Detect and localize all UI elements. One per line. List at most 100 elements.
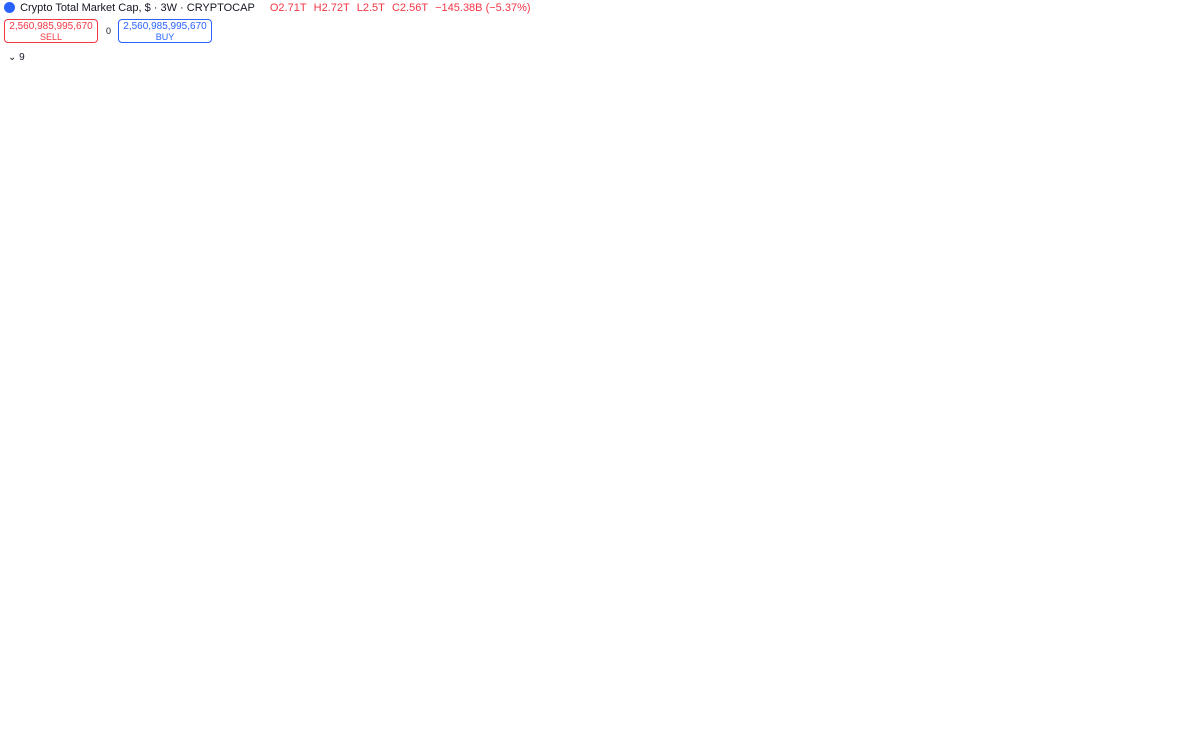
x-tick-label: Sep xyxy=(1113,718,1131,729)
price-marker-label: 2.56T xyxy=(1166,340,1192,351)
candle-body xyxy=(450,361,463,365)
y-tick-label: 585B xyxy=(1168,642,1192,653)
y-tick-label: 735B xyxy=(1168,595,1192,606)
candle-body xyxy=(1021,332,1033,346)
candle-body xyxy=(435,350,448,364)
x-tick-label: May xyxy=(466,718,485,729)
symbol[interactable]: Crypto Total Market Cap, $ · 3W · CRYPTO… xyxy=(20,2,255,14)
candle-body xyxy=(944,318,956,374)
candle-body xyxy=(651,283,664,288)
event-flag[interactable] xyxy=(1019,695,1035,711)
candle-body xyxy=(189,507,201,512)
candle-body xyxy=(759,289,771,310)
tradingview-logo xyxy=(6,690,27,702)
candle-body xyxy=(65,576,78,593)
x-tick-label: Jul xyxy=(1069,718,1082,729)
y-tick-label: 935B xyxy=(1168,546,1192,557)
plot-background xyxy=(0,0,1160,712)
candle-body xyxy=(111,532,124,539)
candle-body xyxy=(774,260,787,310)
sell-label: SELL xyxy=(39,32,63,42)
candle-body xyxy=(805,253,818,261)
sell-price: 2,560,985,995,670 xyxy=(9,21,93,32)
candles xyxy=(4,236,1033,596)
indicators-toggle[interactable]: ⌄ 9 xyxy=(8,52,25,63)
candle-body xyxy=(19,557,32,561)
y-tick-label: 655B xyxy=(1168,619,1192,630)
candle-body xyxy=(589,337,602,366)
candle-body xyxy=(697,349,710,352)
candle-body xyxy=(789,259,802,262)
ohlc-close: C2.56T xyxy=(391,2,429,14)
candle-body xyxy=(820,248,833,254)
x-tick-label: May xyxy=(1020,718,1039,729)
candle-body xyxy=(420,350,432,367)
y-tick-label: 515B xyxy=(1168,668,1192,679)
price-marker xyxy=(1161,697,1200,711)
currency[interactable]: USD xyxy=(1168,4,1189,15)
y-tick-label: 5.5T xyxy=(1168,185,1188,196)
symbol-icon xyxy=(4,2,15,13)
candle-body xyxy=(928,308,941,320)
candle-body xyxy=(913,308,926,319)
x-tick-label: Sep xyxy=(559,718,577,729)
price-marker xyxy=(1161,603,1200,617)
x-tick-label: Nov xyxy=(328,718,346,729)
candle-body xyxy=(990,355,1003,376)
candle-body xyxy=(743,289,756,294)
x-tick-label: 2023 xyxy=(94,718,117,729)
settings-icon[interactable] xyxy=(1180,717,1190,727)
x-tick-label: Mar xyxy=(975,718,993,729)
candle-body xyxy=(34,557,47,588)
x-tick-label: Mar xyxy=(420,718,438,729)
candle-body xyxy=(50,576,63,588)
candle-body xyxy=(543,396,556,405)
candle-body xyxy=(605,286,617,336)
x-tick-label: Jul xyxy=(515,718,528,729)
price-marker-label: 410.28B xyxy=(1166,700,1200,711)
price-marker xyxy=(1161,264,1200,278)
y-tick-label: 1.05T xyxy=(1168,522,1194,533)
buy-button[interactable]: 2,560,985,995,670 BUY xyxy=(118,19,212,43)
candle-body xyxy=(127,534,140,539)
y-tick-label: 1.34T xyxy=(1168,473,1194,484)
y-tick-label: 7.3T xyxy=(1168,127,1188,138)
x-tick-label: Nov xyxy=(50,718,68,729)
candle-body xyxy=(528,357,540,398)
candle-body xyxy=(343,430,355,451)
y-tick-label: 1.5T xyxy=(1168,450,1188,461)
x-tick-label: Mar xyxy=(143,718,161,729)
candle-body xyxy=(250,509,263,529)
candle-body xyxy=(497,357,509,396)
candle-body xyxy=(312,460,325,518)
x-tick-label: 2025 xyxy=(649,718,672,729)
candle-body xyxy=(81,589,93,593)
spread: 0 xyxy=(106,26,112,36)
y-tick-label: 1.9T xyxy=(1168,401,1188,412)
sell-button[interactable]: 2,560,985,995,670 SELL xyxy=(4,19,98,43)
candle-body xyxy=(635,286,648,300)
buy-price: 2,560,985,995,670 xyxy=(123,21,207,32)
indicators-count: 9 xyxy=(19,52,25,63)
candle-body xyxy=(974,375,987,378)
candle-body xyxy=(897,313,910,319)
y-tick-label: 835B xyxy=(1168,569,1192,580)
x-tick-label: May xyxy=(743,718,762,729)
candle-body xyxy=(142,502,155,537)
candle-body xyxy=(836,240,848,249)
y-tick-label: 4.3T xyxy=(1168,235,1188,246)
x-tick-label: Jul xyxy=(792,718,805,729)
watermark-title: TOTALMARKETCAP xyxy=(573,592,852,624)
price-marker-label: 698.43B xyxy=(1166,605,1200,616)
candle-body xyxy=(296,511,309,518)
ohlc-high: H2.72T xyxy=(313,2,350,14)
candle-body xyxy=(4,526,16,559)
candle-body xyxy=(96,532,109,591)
y-tick-label: 459B xyxy=(1168,691,1192,702)
x-tick-label: Sep xyxy=(836,718,854,729)
y-tick-label: 12.5T xyxy=(1168,17,1194,28)
candle-body xyxy=(666,283,679,306)
axis-labels: 12.5T 10.9T 9.7T 8.5T 7.3T 6.3T 5.5T 4.9T 4.3T 3.… xyxy=(4,17,1200,729)
support-zone xyxy=(413,341,1103,354)
